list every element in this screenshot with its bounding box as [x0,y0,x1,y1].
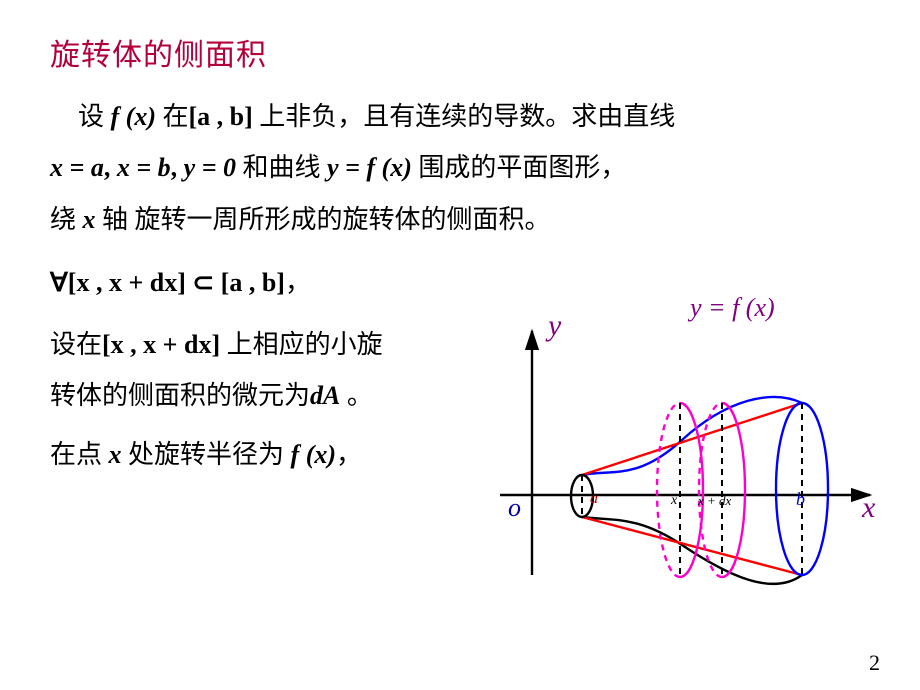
math-fx: f (x) [111,102,156,131]
body-line-1: 设 f (x) 在[a , b] 上非负，且有连续的导数。求由直线 [50,92,880,141]
diagram-tick-a: a [590,490,598,508]
math-forall: ∀[x , x + dx] ⊂ [a , b] [50,268,285,297]
math-dA: dA [310,381,340,410]
body-line-6: 转体的侧面积的微元为dA 。 [50,371,490,420]
diagram-tick-x: x [671,493,677,509]
body-line-7: 在点 x 处旋转半径为 f (x)， [50,430,490,479]
math-y0: y = 0 [184,153,236,182]
math-yfx: y = f (x) [327,153,412,182]
diagram-tick-b: b [796,489,805,510]
diagram-y-label: y [548,309,561,343]
math-xb: x = b [117,153,171,182]
math-fx-2: f (x) [291,440,336,469]
math-x: x [109,440,122,469]
diagram-origin-label: o [508,493,521,523]
math-xa: x = a [50,153,104,182]
body-line-5: 设在[x , x + dx] 上相应的小旋 [50,320,490,369]
diagram-x-label: x [862,491,875,525]
math-xxdx: [x , x + dx] [102,330,220,359]
body-line-3: 绕 x 轴 旋转一周所形成的旋转体的侧面积。 [50,195,880,244]
diagram-fn-label: y = f (x) [690,293,775,323]
slide-title: 旋转体的侧面积 [50,30,880,74]
diagram: y = f (x) y x o a x x + dx b [490,305,890,615]
math-xaxis: x [83,205,96,234]
math-ab: [a , b] [189,102,253,131]
page-number: 2 [869,650,880,676]
diagram-svg [490,305,890,615]
slide: 旋转体的侧面积 设 f (x) 在[a , b] 上非负，且有连续的导数。求由直… [0,0,920,690]
body-line-2: x = a, x = b, y = 0 和曲线 y = f (x) 围成的平面图… [50,143,880,192]
diagram-tick-xdx: x + dx [698,493,731,509]
